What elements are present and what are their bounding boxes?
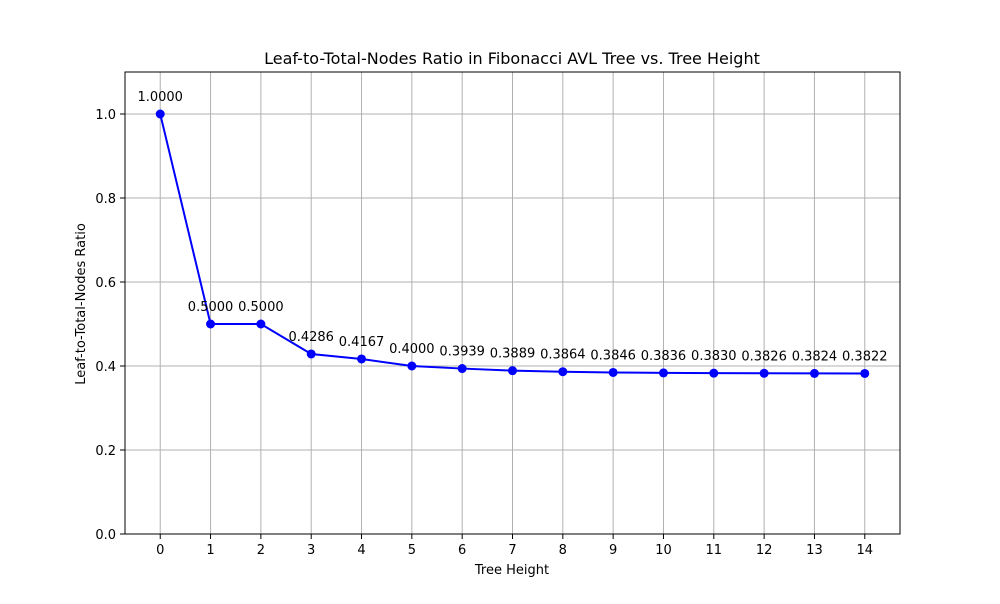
data-point [860, 368, 870, 378]
data-label: 0.3889 [490, 347, 536, 362]
data-label: 0.3939 [439, 345, 485, 360]
data-point [508, 366, 517, 376]
x-tick-label: 2 [257, 543, 265, 558]
x-tick-label: 6 [458, 543, 466, 558]
x-tick-label: 8 [559, 543, 567, 558]
x-tick-label: 9 [609, 543, 617, 558]
data-point [155, 109, 165, 119]
data-label: 0.3830 [691, 349, 737, 364]
data-label: 0.3846 [590, 348, 636, 363]
x-tick-label: 13 [806, 543, 823, 558]
data-point [256, 319, 266, 329]
x-tick-label: 7 [508, 543, 516, 558]
data-label: 0.3826 [741, 349, 787, 364]
x-tick-label: 5 [408, 543, 416, 558]
data-label: 0.3836 [641, 349, 687, 364]
x-tick-label: 1 [206, 543, 214, 558]
y-tick-label: 1.0 [95, 108, 116, 123]
data-label: 0.3824 [792, 349, 838, 364]
data-label: 0.4000 [389, 342, 435, 357]
data-point [608, 367, 618, 377]
y-tick-label: 0.2 [95, 444, 116, 459]
y-tick-label: 0.4 [95, 360, 116, 375]
series-layer [155, 109, 870, 378]
y-tick-label: 0.0 [95, 528, 116, 543]
y-tick-label: 0.8 [95, 192, 116, 207]
x-axis-label: Tree Height [474, 563, 549, 578]
x-tick-label: 11 [706, 543, 723, 558]
data-point [306, 349, 316, 359]
data-point [809, 368, 819, 378]
axes: 0 1 2 3 4 5 6 7 8 9 10 11 12 13 140.00.20.40.60.81.0 [95, 71, 901, 558]
data-label: 0.3822 [842, 349, 888, 364]
grid [125, 72, 900, 535]
y-axis-label: Leaf-to-Total-Nodes Ratio [74, 223, 89, 385]
x-tick-label: 3 [307, 543, 315, 558]
data-point [658, 368, 668, 378]
x-tick-label: 4 [357, 543, 365, 558]
data-point [206, 319, 216, 329]
chart-title: Leaf-to-Total-Nodes Ratio in Fibonacci A… [264, 49, 760, 68]
plot-frame [124, 71, 901, 535]
x-tick-label: 14 [856, 543, 873, 558]
x-tick-label: 12 [756, 543, 773, 558]
data-point [709, 368, 719, 378]
data-label: 0.5000 [238, 300, 284, 315]
data-point [558, 367, 568, 377]
data-point [407, 361, 417, 371]
data-label: 0.4167 [339, 335, 385, 350]
data-label: 0.3864 [540, 348, 586, 363]
x-tick-label: 10 [655, 543, 672, 558]
data-label: 1.0000 [137, 90, 183, 105]
data-label: 0.5000 [188, 300, 234, 315]
data-point [357, 354, 367, 364]
data-point [457, 364, 467, 374]
data-label: 0.4286 [288, 330, 334, 345]
data-point [759, 368, 769, 378]
data-labels: 1.0000 0.5000 0.5000 0.4286 0.4167 0.4000 0.39… [137, 90, 887, 364]
x-tick-label: 0 [156, 543, 164, 558]
y-tick-label: 0.6 [95, 276, 116, 291]
